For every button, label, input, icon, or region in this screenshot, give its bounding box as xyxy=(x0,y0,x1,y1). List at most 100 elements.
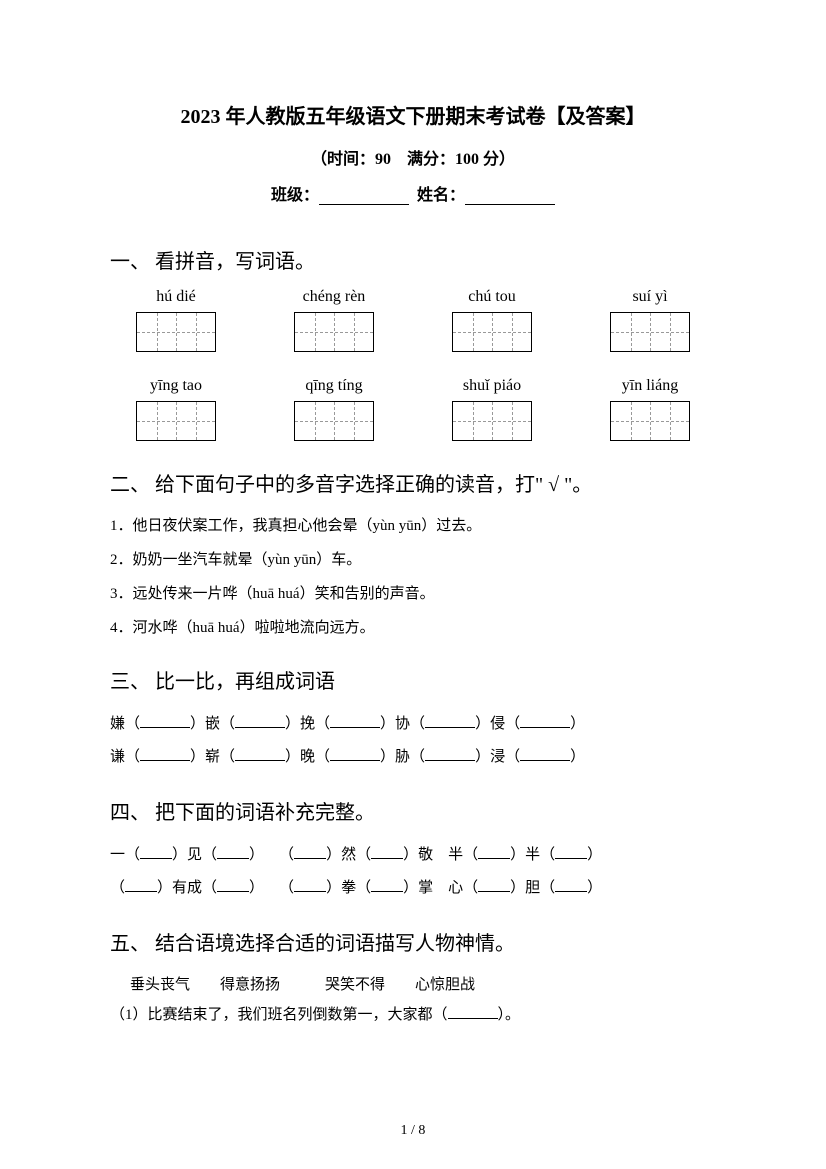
page-title: 2023 年人教版五年级语文下册期末考试卷【及答案】 xyxy=(110,100,716,129)
info-line: 班级： 姓名： xyxy=(110,181,716,205)
blank[interactable] xyxy=(555,845,587,859)
q4-text: ） xyxy=(587,847,602,863)
page-subtitle: （时间：90 满分：100 分） xyxy=(110,145,716,169)
blank[interactable] xyxy=(478,845,510,859)
blank[interactable] xyxy=(448,1005,498,1019)
q4-text: （ xyxy=(279,847,294,863)
q4-text: ）胆（ xyxy=(510,880,555,896)
section2-heading: 二、 给下面句子中的多音字选择正确的读音，打" √ "。 xyxy=(110,468,716,497)
q4-text: ）掌 xyxy=(403,880,433,896)
char-box[interactable] xyxy=(136,312,216,352)
q3-text: ）崭（ xyxy=(190,749,235,765)
pinyin-item: yīng tao xyxy=(116,377,236,446)
pinyin-text: suí yì xyxy=(590,288,710,306)
class-label: 班级： xyxy=(271,187,319,204)
blank[interactable] xyxy=(425,747,475,761)
blank[interactable] xyxy=(235,747,285,761)
q3-text: ）嵌（ xyxy=(190,716,235,732)
q4-text: ） xyxy=(587,880,602,896)
pinyin-text: chú tou xyxy=(432,288,552,306)
blank[interactable] xyxy=(520,714,570,728)
section3-heading: 三、 比一比，再组成词语 xyxy=(110,665,716,694)
blank[interactable] xyxy=(217,878,249,892)
char-box[interactable] xyxy=(294,312,374,352)
blank[interactable] xyxy=(520,747,570,761)
q3-text: ）协（ xyxy=(380,716,425,732)
blank[interactable] xyxy=(294,845,326,859)
pinyin-row-2: yīng tao qīng tíng shuǐ piáo yīn liáng xyxy=(110,377,716,446)
q4-text: ）拳（ xyxy=(326,880,371,896)
word-bank: 垂头丧气 得意扬扬 哭笑不得 心惊胆战 xyxy=(110,970,716,1000)
q3-text: ）胁（ xyxy=(380,749,425,765)
name-label: 姓名： xyxy=(417,187,465,204)
q4-text: 心（ xyxy=(448,880,478,896)
pinyin-text: chéng rèn xyxy=(274,288,394,306)
pinyin-item: chéng rèn xyxy=(274,288,394,357)
char-box[interactable] xyxy=(610,312,690,352)
page-number: 1 / 8 xyxy=(0,1123,826,1139)
blank[interactable] xyxy=(140,747,190,761)
blank[interactable] xyxy=(371,878,403,892)
pinyin-text: yīng tao xyxy=(116,377,236,395)
q4-text: 一（ xyxy=(110,847,140,863)
pinyin-item: chú tou xyxy=(432,288,552,357)
blank[interactable] xyxy=(140,714,190,728)
q4-text: 半（ xyxy=(448,847,478,863)
char-box[interactable] xyxy=(294,401,374,441)
q3-text: ）浸（ xyxy=(475,749,520,765)
q2-item-3: 3．远处传来一片哗（huā huá）笑和告别的声音。 xyxy=(110,579,716,609)
section4-heading: 四、 把下面的词语补充完整。 xyxy=(110,796,716,825)
q4-text: ）半（ xyxy=(510,847,555,863)
char-box[interactable] xyxy=(452,401,532,441)
pinyin-item: suí yì xyxy=(590,288,710,357)
q4-row-2: （）有成（） （）拳（）掌 心（）胆（） xyxy=(110,872,716,905)
q2-item-4: 4．河水哗（huā huá）啦啦地流向远方。 xyxy=(110,613,716,643)
q2-item-2: 2．奶奶一坐汽车就晕（yùn yūn）车。 xyxy=(110,545,716,575)
pinyin-text: qīng tíng xyxy=(274,377,394,395)
blank[interactable] xyxy=(555,878,587,892)
q4-text: ）然（ xyxy=(326,847,371,863)
blank[interactable] xyxy=(330,714,380,728)
blank[interactable] xyxy=(371,845,403,859)
q5-text: （1）比赛结束了，我们班名列倒数第一，大家都（ xyxy=(110,1007,448,1023)
pinyin-text: yīn liáng xyxy=(590,377,710,395)
q3-text: ） xyxy=(570,749,585,765)
blank[interactable] xyxy=(425,714,475,728)
q3-text: ）侵（ xyxy=(475,716,520,732)
name-blank[interactable] xyxy=(465,189,555,205)
blank[interactable] xyxy=(235,714,285,728)
pinyin-item: hú dié xyxy=(116,288,236,357)
blank[interactable] xyxy=(478,878,510,892)
char-box[interactable] xyxy=(610,401,690,441)
q4-text: ）敬 xyxy=(403,847,433,863)
pinyin-row-1: hú dié chéng rèn chú tou suí yì xyxy=(110,288,716,357)
q3-text: ）挽（ xyxy=(285,716,330,732)
q2-item-1: 1．他日夜伏案工作，我真担心他会晕（yùn yūn）过去。 xyxy=(110,511,716,541)
q3-row-1: 嫌（ ）嵌（ ）挽（ ）协（ ）侵（ ） xyxy=(110,708,716,741)
blank[interactable] xyxy=(217,845,249,859)
q4-text: ）有成（ xyxy=(157,880,217,896)
q4-text: ） xyxy=(249,847,264,863)
q4-row-1: 一（ ）见（ ） （ ）然（ ）敬 半（ ）半（ ） xyxy=(110,839,716,872)
q5-text: ）。 xyxy=(498,1007,521,1023)
q3-row-2: 谦（）崭（）晚（）胁（）浸（） xyxy=(110,741,716,774)
pinyin-item: shuǐ piáo xyxy=(432,377,552,446)
section5-heading: 五、 结合语境选择合适的词语描写人物神情。 xyxy=(110,927,716,956)
q3-text: 嫌（ xyxy=(110,716,140,732)
char-box[interactable] xyxy=(452,312,532,352)
class-blank[interactable] xyxy=(319,189,409,205)
pinyin-text: shuǐ piáo xyxy=(432,377,552,395)
q5-item-1: （1）比赛结束了，我们班名列倒数第一，大家都（ ）。 xyxy=(110,1000,716,1030)
blank[interactable] xyxy=(294,878,326,892)
char-box[interactable] xyxy=(136,401,216,441)
blank[interactable] xyxy=(330,747,380,761)
q3-text: ）晚（ xyxy=(285,749,330,765)
section1-heading: 一、 看拼音，写词语。 xyxy=(110,245,716,274)
q4-text: ）见（ xyxy=(172,847,217,863)
pinyin-text: hú dié xyxy=(116,288,236,306)
blank[interactable] xyxy=(140,845,172,859)
q3-text: ） xyxy=(570,716,585,732)
pinyin-item: yīn liáng xyxy=(590,377,710,446)
blank[interactable] xyxy=(125,878,157,892)
q4-text: （ xyxy=(279,880,294,896)
